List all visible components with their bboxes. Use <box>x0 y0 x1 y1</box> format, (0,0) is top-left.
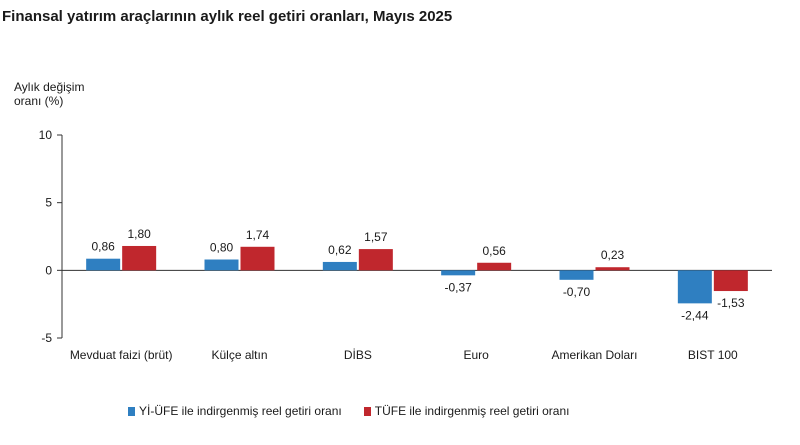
bar-yi-ufe <box>204 259 239 271</box>
category-label: Mevduat faizi (brüt) <box>70 348 173 362</box>
data-label: 0,56 <box>482 244 506 258</box>
bar-tufe <box>477 262 512 271</box>
data-label: -0,70 <box>563 285 591 299</box>
category-label: Euro <box>463 348 489 362</box>
bar-tufe <box>713 270 748 292</box>
y-tick-label: 5 <box>45 196 52 210</box>
bar-yi-ufe <box>559 270 594 280</box>
legend-swatch-tufe <box>363 406 371 416</box>
legend: Yİ-ÜFE ile indirgenmiş reel getiri oranı… <box>128 404 570 418</box>
data-label: -1,53 <box>717 296 745 310</box>
data-label: 0,62 <box>328 243 352 257</box>
category-label: Külçe altın <box>211 348 267 362</box>
data-label: 1,57 <box>364 230 388 244</box>
y-tick-label: 0 <box>45 263 52 277</box>
y-tick-label: -5 <box>41 331 52 345</box>
legend-item-yi-ufe: Yİ-ÜFE ile indirgenmiş reel getiri oranı <box>128 404 342 418</box>
bar-yi-ufe <box>86 258 121 271</box>
bar-yi-ufe <box>677 270 712 304</box>
data-label: -0,37 <box>444 280 472 294</box>
category-label: BIST 100 <box>688 348 738 362</box>
category-label: DİBS <box>344 348 372 362</box>
data-label: 0,86 <box>91 240 115 254</box>
legend-label-yi-ufe: Yİ-ÜFE ile indirgenmiş reel getiri oranı <box>139 404 342 418</box>
bar-tufe <box>122 245 157 271</box>
y-axis-title: Aylık değişim oranı (%) <box>14 80 94 108</box>
bar-tufe <box>240 246 275 271</box>
bar-tufe <box>358 249 393 271</box>
data-label: 0,23 <box>601 248 625 262</box>
legend-item-tufe: TÜFE ile indirgenmiş reel getiri oranı <box>363 404 570 418</box>
data-label: -2,44 <box>681 308 709 322</box>
bar-yi-ufe <box>441 270 476 276</box>
bar-tufe <box>595 267 630 271</box>
y-axis-title-line1: Aylık değişim <box>14 80 85 94</box>
legend-swatch-yi-ufe <box>128 406 135 416</box>
chart-title: Finansal yatırım araçlarının aylık reel … <box>2 8 453 25</box>
y-axis-title-line2: oranı (%) <box>14 94 64 108</box>
bar-yi-ufe <box>322 261 357 271</box>
data-label: 1,80 <box>127 227 151 241</box>
data-label: 0,80 <box>210 241 234 255</box>
category-label: Amerikan Doları <box>551 348 637 362</box>
legend-label-tufe: TÜFE ile indirgenmiş reel getiri oranı <box>374 404 570 418</box>
bar-chart: 10 5 0 -5 0,86 1,80 Mevduat faizi (brüt) 0,80 1,… <box>39 128 772 362</box>
data-label: 1,74 <box>246 228 270 242</box>
y-tick-label: 10 <box>39 128 53 142</box>
